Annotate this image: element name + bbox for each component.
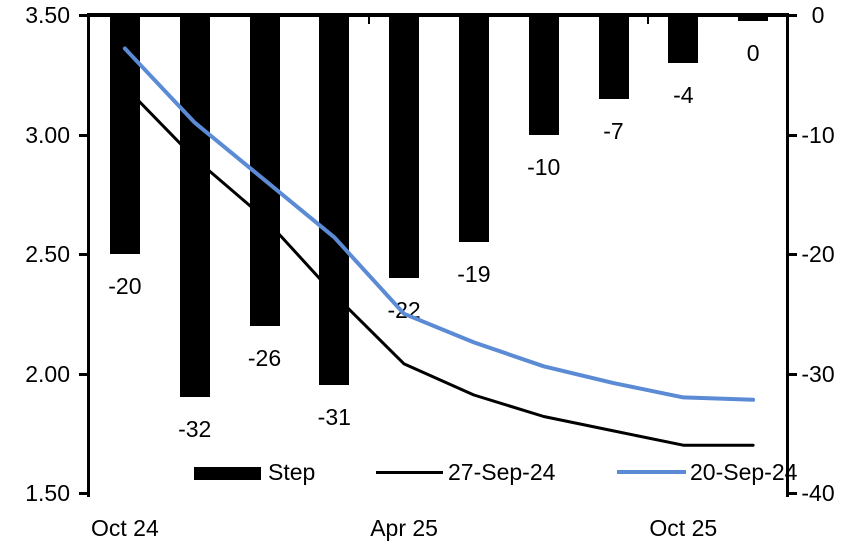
step-bar-label: -20: [108, 273, 142, 299]
legend-swatch-20-sep-24: [617, 470, 686, 474]
step-bar-label: -19: [457, 261, 491, 288]
left-axis-tick-label: 2.50: [25, 241, 70, 267]
legend-label-27-sep-24: 27-Sep-24: [448, 459, 556, 485]
step-bar: [528, 15, 559, 135]
left-axis-tick: [79, 133, 87, 137]
legend-swatch-step: [194, 467, 261, 480]
right-axis-tick-label: 0: [811, 2, 825, 28]
line-20-Sep-24: [122, 46, 756, 402]
step-bar: [319, 15, 350, 386]
step-bar-label: 0: [746, 39, 760, 66]
x-axis-tick-label: Apr 25: [370, 515, 438, 541]
step-bar-label: -4: [673, 81, 694, 108]
right-axis-tick-label: -30: [801, 360, 835, 387]
line-27-Sep-24: [123, 85, 755, 447]
step-bar: [738, 15, 769, 21]
step-bar-label: -32: [178, 416, 212, 443]
top-category-axis: [87, 13, 789, 17]
left-axis-tick: [79, 492, 87, 495]
step-bar: [598, 15, 629, 99]
legend-label-step: Step: [268, 459, 316, 485]
step-bar: [668, 15, 699, 63]
right-value-axis: [786, 13, 789, 497]
x-axis-tick-label: Oct 25: [649, 515, 718, 541]
step-bar-label: -26: [247, 344, 282, 371]
step-bar: [389, 15, 420, 278]
left-axis-tick-label: 3.00: [25, 121, 70, 148]
step-bar: [458, 15, 489, 243]
step-bar-label: -10: [527, 153, 561, 180]
legend-label-20-sep-24: 20-Sep-24: [690, 459, 798, 485]
right-axis-tick: [789, 133, 797, 137]
right-axis-tick: [789, 372, 797, 376]
left-axis-tick: [79, 372, 87, 376]
left-axis-tick: [79, 14, 87, 17]
left-axis-tick-label: 1.50: [25, 480, 70, 506]
x-axis-tick-label: Oct 24: [91, 515, 159, 541]
category-axis-tick: [368, 15, 371, 24]
right-axis-tick: [789, 492, 797, 495]
right-axis-tick: [789, 253, 797, 256]
right-axis-tick: [789, 14, 797, 17]
left-axis-tick-label: 3.50: [25, 2, 70, 28]
left-axis-tick: [79, 253, 87, 256]
step-bar: [179, 15, 210, 398]
step-bar: [109, 15, 140, 254]
category-axis-tick: [647, 15, 650, 24]
step-bar-label: -7: [603, 117, 624, 144]
left-axis-tick-label: 2.00: [25, 360, 70, 387]
legend-swatch-27-sep-24: [376, 471, 443, 474]
right-axis-tick-label: -40: [801, 480, 835, 506]
left-value-axis: [87, 13, 90, 497]
right-axis-tick-label: -20: [801, 241, 835, 267]
step-bar-label: -31: [317, 404, 351, 431]
right-axis-tick-label: -10: [801, 121, 835, 148]
